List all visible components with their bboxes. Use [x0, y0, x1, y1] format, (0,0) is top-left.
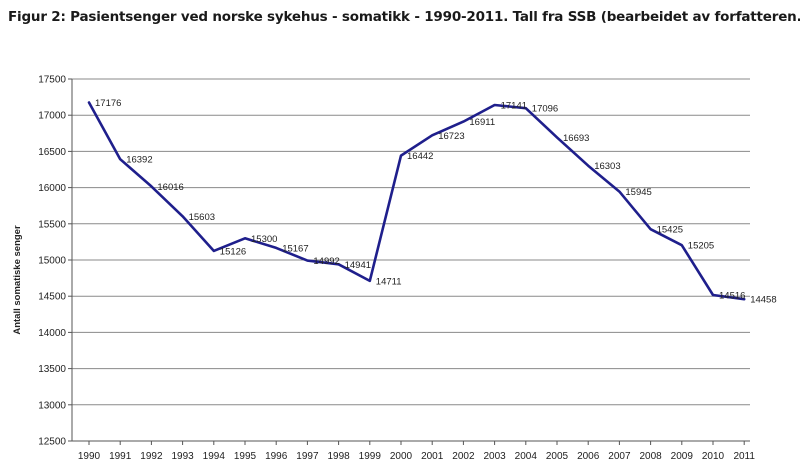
y-tick-label: 12500 [38, 437, 66, 448]
x-tick-label: 2003 [483, 451, 506, 462]
data-label: 15425 [657, 225, 683, 236]
x-tick-labels: 1990 1991 1992 1993 1994 1995 1996 1997 1998 1999… [78, 451, 756, 462]
series-line [87, 101, 746, 301]
x-tick-label: 1994 [203, 451, 226, 462]
data-label: 16442 [407, 151, 433, 162]
y-tick-label: 14500 [38, 292, 66, 303]
data-label: 14516 [719, 291, 745, 302]
y-tick-label: 16500 [38, 147, 66, 158]
x-tick-label: 1991 [109, 451, 132, 462]
y-tick-label: 17500 [38, 75, 66, 86]
data-label: 16016 [157, 182, 183, 193]
x-tick-label: 1992 [140, 451, 163, 462]
data-label: 15126 [220, 246, 246, 257]
gridlines [72, 78, 750, 442]
y-tick-label: 16000 [38, 183, 66, 194]
x-tick-label: 1995 [234, 451, 257, 462]
data-label: 14941 [345, 260, 371, 271]
data-label: 16723 [438, 131, 464, 142]
data-label: 16911 [469, 117, 495, 128]
data-label: 14992 [313, 256, 339, 267]
series-layer [87, 101, 746, 301]
y-tick-label: 13000 [38, 400, 66, 411]
x-tick-label: 2006 [577, 451, 600, 462]
data-label: 16693 [563, 133, 589, 144]
x-tick-label: 2002 [452, 451, 475, 462]
y-tick-label: 14000 [38, 328, 66, 339]
y-tick-label: 17000 [38, 111, 66, 122]
x-tick-label: 2011 [733, 451, 755, 462]
data-label: 15205 [688, 241, 714, 252]
y-axis-title: Antall somatiske senger [12, 225, 23, 335]
data-label: 17176 [95, 98, 121, 109]
x-tick-label: 2000 [390, 451, 413, 462]
data-label: 15167 [282, 243, 308, 254]
x-tick-label: 2005 [546, 451, 569, 462]
x-tick-label: 1998 [327, 451, 350, 462]
data-label: 15603 [189, 212, 215, 223]
data-label: 15945 [625, 187, 651, 198]
axes [68, 78, 750, 445]
x-tick-label: 2007 [608, 451, 631, 462]
x-tick-label: 2010 [702, 451, 725, 462]
y-tick-label: 15000 [38, 256, 66, 267]
x-tick-label: 2008 [639, 451, 662, 462]
x-tick-label: 1996 [265, 451, 288, 462]
y-tick-labels: 12500 13000 13500 14000 14500 15000 15500 16000… [38, 75, 66, 448]
x-tick-label: 1999 [359, 451, 382, 462]
data-label: 17096 [532, 104, 558, 115]
x-tick-label: 1990 [78, 451, 101, 462]
data-label: 14458 [750, 295, 776, 306]
data-label: 17141 [501, 100, 527, 111]
data-labels: 17176 16392 16016 15603 15126 15300 15167 14992… [95, 98, 777, 306]
x-tick-label: 2001 [421, 451, 444, 462]
x-tick-label: 1993 [171, 451, 194, 462]
x-tick-label: 2004 [515, 451, 538, 462]
x-tick-label: 2009 [671, 451, 694, 462]
figure-title: Figur 2: Pasientsenger ved norske sykehu… [8, 9, 800, 25]
data-label: 16303 [594, 161, 620, 172]
data-label: 15300 [251, 234, 277, 245]
data-label: 16392 [126, 155, 152, 166]
x-tick-label: 1997 [296, 451, 319, 462]
y-tick-label: 15500 [38, 219, 66, 230]
y-tick-label: 13500 [38, 364, 66, 375]
data-label: 14711 [376, 276, 402, 287]
